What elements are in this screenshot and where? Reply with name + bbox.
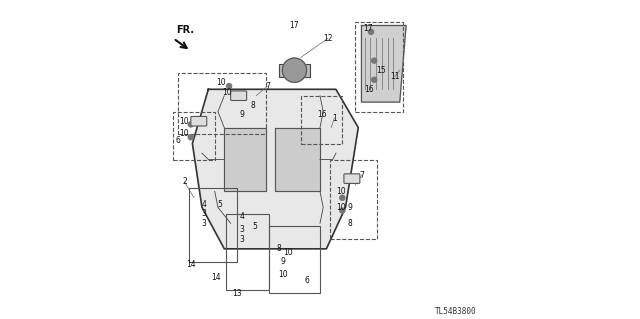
Text: 1: 1 — [332, 114, 337, 122]
Text: 5: 5 — [252, 222, 257, 231]
Circle shape — [188, 122, 193, 127]
Polygon shape — [224, 128, 266, 191]
Text: 14: 14 — [211, 273, 221, 282]
Text: 10: 10 — [180, 130, 189, 138]
Text: 10: 10 — [278, 270, 288, 279]
Text: 8: 8 — [251, 101, 255, 110]
Text: 17: 17 — [290, 21, 300, 30]
Text: 10: 10 — [216, 78, 226, 87]
Text: 10: 10 — [336, 187, 346, 196]
Circle shape — [372, 77, 377, 82]
Text: 17: 17 — [363, 24, 372, 33]
Text: 4: 4 — [239, 212, 244, 221]
Circle shape — [282, 58, 307, 82]
Text: TL54B3800: TL54B3800 — [435, 307, 476, 316]
Polygon shape — [193, 89, 358, 249]
FancyBboxPatch shape — [344, 174, 360, 183]
Text: 7: 7 — [265, 82, 270, 91]
Text: 2: 2 — [182, 177, 187, 186]
Text: 12: 12 — [323, 34, 333, 43]
Text: 3: 3 — [201, 209, 206, 218]
Text: 11: 11 — [390, 72, 400, 81]
Text: 10: 10 — [180, 117, 189, 126]
Text: 6: 6 — [305, 276, 310, 285]
Circle shape — [234, 93, 239, 98]
Text: FR.: FR. — [177, 25, 195, 35]
Text: 15: 15 — [376, 66, 385, 75]
Text: 16: 16 — [365, 85, 374, 94]
Text: 3: 3 — [201, 219, 206, 228]
Text: 9: 9 — [281, 257, 285, 266]
Circle shape — [340, 195, 345, 200]
Text: 3: 3 — [239, 235, 244, 244]
Circle shape — [372, 58, 377, 63]
Text: 13: 13 — [232, 289, 242, 298]
Text: 9: 9 — [348, 203, 353, 212]
FancyBboxPatch shape — [278, 64, 310, 77]
FancyBboxPatch shape — [230, 91, 246, 100]
Text: 8: 8 — [348, 219, 353, 228]
Circle shape — [369, 29, 374, 34]
Circle shape — [227, 84, 232, 89]
Text: 3: 3 — [239, 225, 244, 234]
Text: 10: 10 — [284, 248, 293, 256]
Text: 10: 10 — [336, 203, 346, 212]
Text: 7: 7 — [359, 171, 364, 180]
Text: 5: 5 — [217, 200, 222, 209]
Text: 16: 16 — [317, 110, 326, 119]
Text: 6: 6 — [175, 136, 180, 145]
FancyBboxPatch shape — [191, 116, 207, 126]
Polygon shape — [362, 26, 406, 102]
Text: 4: 4 — [201, 200, 206, 209]
Text: 8: 8 — [276, 244, 281, 253]
Text: 10: 10 — [223, 88, 232, 97]
Text: 9: 9 — [239, 110, 244, 119]
Polygon shape — [275, 128, 320, 191]
Circle shape — [340, 208, 345, 213]
Circle shape — [188, 135, 193, 140]
Text: 14: 14 — [186, 260, 196, 269]
